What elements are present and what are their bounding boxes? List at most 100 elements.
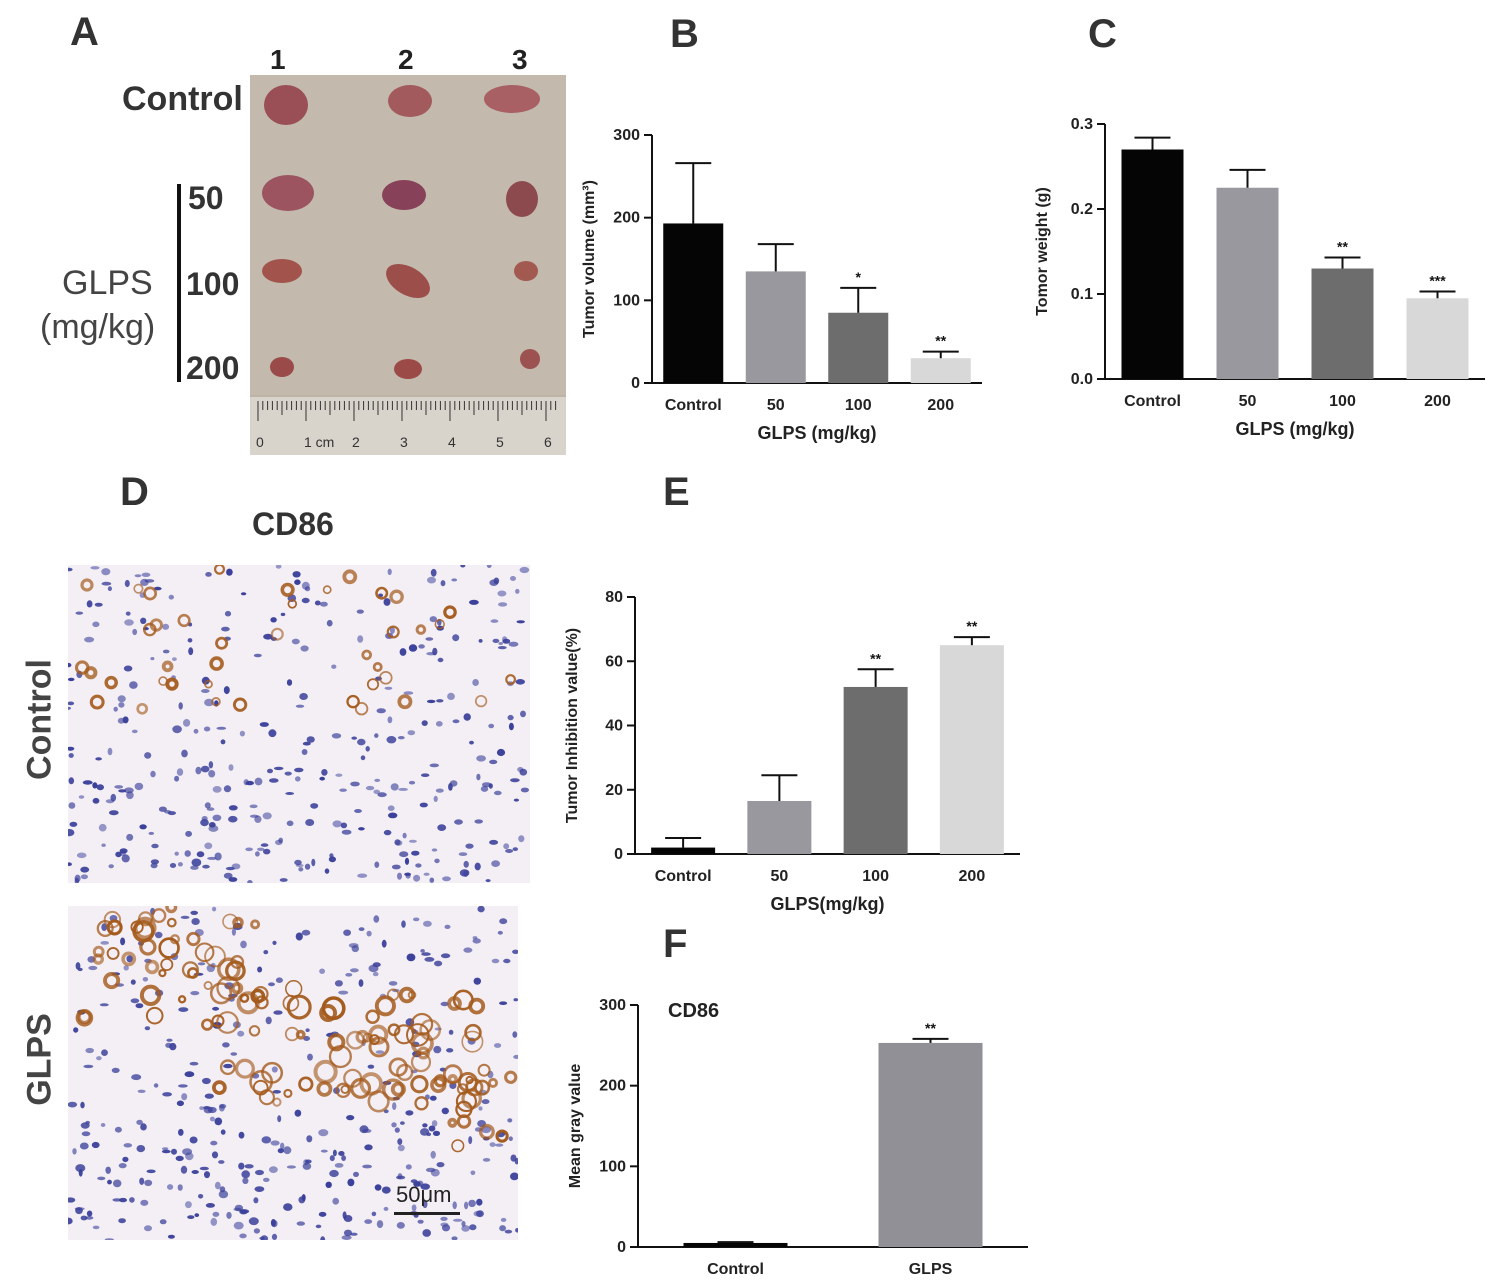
nucleus [154,931,163,939]
nucleus [364,1144,373,1151]
bar-E-50 [747,800,812,854]
nucleus [420,1183,431,1190]
nucleus [335,773,343,777]
nucleus [433,1045,442,1054]
tumor-50-3 [506,181,538,217]
stained-cell [379,671,393,685]
nucleus [341,829,352,835]
stained-cell [177,613,191,628]
nucleus [437,657,444,663]
y-axis-label: Tomor weight (g) [1034,187,1051,316]
stained-cell [368,1036,390,1058]
nucleus [277,1148,284,1154]
nucleus [124,579,130,588]
stained-cell [261,1061,284,1084]
nucleus [174,775,180,782]
nucleus [388,981,398,986]
nucleus [334,1163,344,1168]
nucleus [259,722,269,727]
x-axis-label: GLPS (mg/kg) [757,423,876,443]
nucleus [441,1107,449,1115]
stained-cell [286,994,312,1020]
nucleus [184,1071,195,1078]
bar-F-Control [683,1242,788,1247]
nucleus [84,636,95,643]
nucleus [304,1159,312,1164]
nucleus [372,971,379,977]
nucleus [400,1121,405,1125]
nucleus [343,1229,353,1237]
nucleus [366,930,372,937]
stained-cell [104,675,118,690]
nucleus [80,1215,88,1221]
nucleus [271,1066,278,1073]
stained-cell [145,1006,164,1025]
bar-E-Control [651,847,716,854]
nucleus [444,924,451,929]
nucleus [311,858,316,867]
nucleus [233,1221,244,1230]
nucleus [249,804,258,809]
nucleus [272,1090,281,1094]
nucleus [262,812,272,820]
nucleus [144,1179,153,1187]
nucleus [515,588,520,594]
nucleus [68,862,72,866]
nucleus [404,872,411,876]
nucleus [140,617,147,624]
nucleus [405,1110,414,1116]
nucleus [210,1140,218,1146]
nucleus [201,689,210,693]
stained-cell [287,599,298,609]
nucleus [376,1220,384,1229]
x-tick-label: 50 [1239,393,1257,410]
stained-cell [165,906,178,914]
nucleus [101,568,111,576]
nucleus [295,932,303,941]
nucleus [134,574,142,578]
stained-cell [186,931,201,947]
nucleus [510,576,516,581]
stained-cell [295,1029,306,1040]
stained-cell [365,1009,380,1024]
ihc-control-background [68,565,530,883]
scale-bar-label: 50μm [396,1182,451,1207]
nucleus [476,1198,483,1206]
nucleus [326,619,333,627]
nucleus [98,823,107,832]
nucleus [404,857,410,865]
nucleus [80,874,88,880]
nucleus [374,778,381,782]
nucleus [346,1115,355,1121]
significance-label: *** [1429,272,1446,288]
nucleus [315,1224,322,1229]
stained-cell [390,1081,406,1097]
nucleus [68,662,72,668]
nucleus [257,966,263,973]
nucleus [190,865,199,870]
nucleus [136,1119,143,1125]
nucleus [373,915,380,923]
nucleus [498,602,508,607]
stained-cell [335,1082,351,1098]
nucleus [177,862,183,867]
nucleus [422,1229,432,1237]
nucleus [142,977,149,982]
photo-shading [250,75,566,395]
nucleus [503,958,511,964]
nucleus [294,859,302,866]
nucleus [426,1132,432,1137]
stained-cell [248,1025,261,1037]
significance-label: ** [925,1020,936,1036]
nucleus [280,1142,285,1150]
y-tick-label: 100 [599,1158,626,1175]
nucleus [85,1216,94,1220]
nucleus [139,1177,145,1185]
nucleus [190,910,198,915]
stained-cell [350,1077,372,1099]
nucleus [430,1150,436,1159]
nucleus [177,1184,183,1191]
ruler-number-4: 4 [448,434,456,450]
nucleus [389,626,395,634]
nucleus [200,765,210,773]
